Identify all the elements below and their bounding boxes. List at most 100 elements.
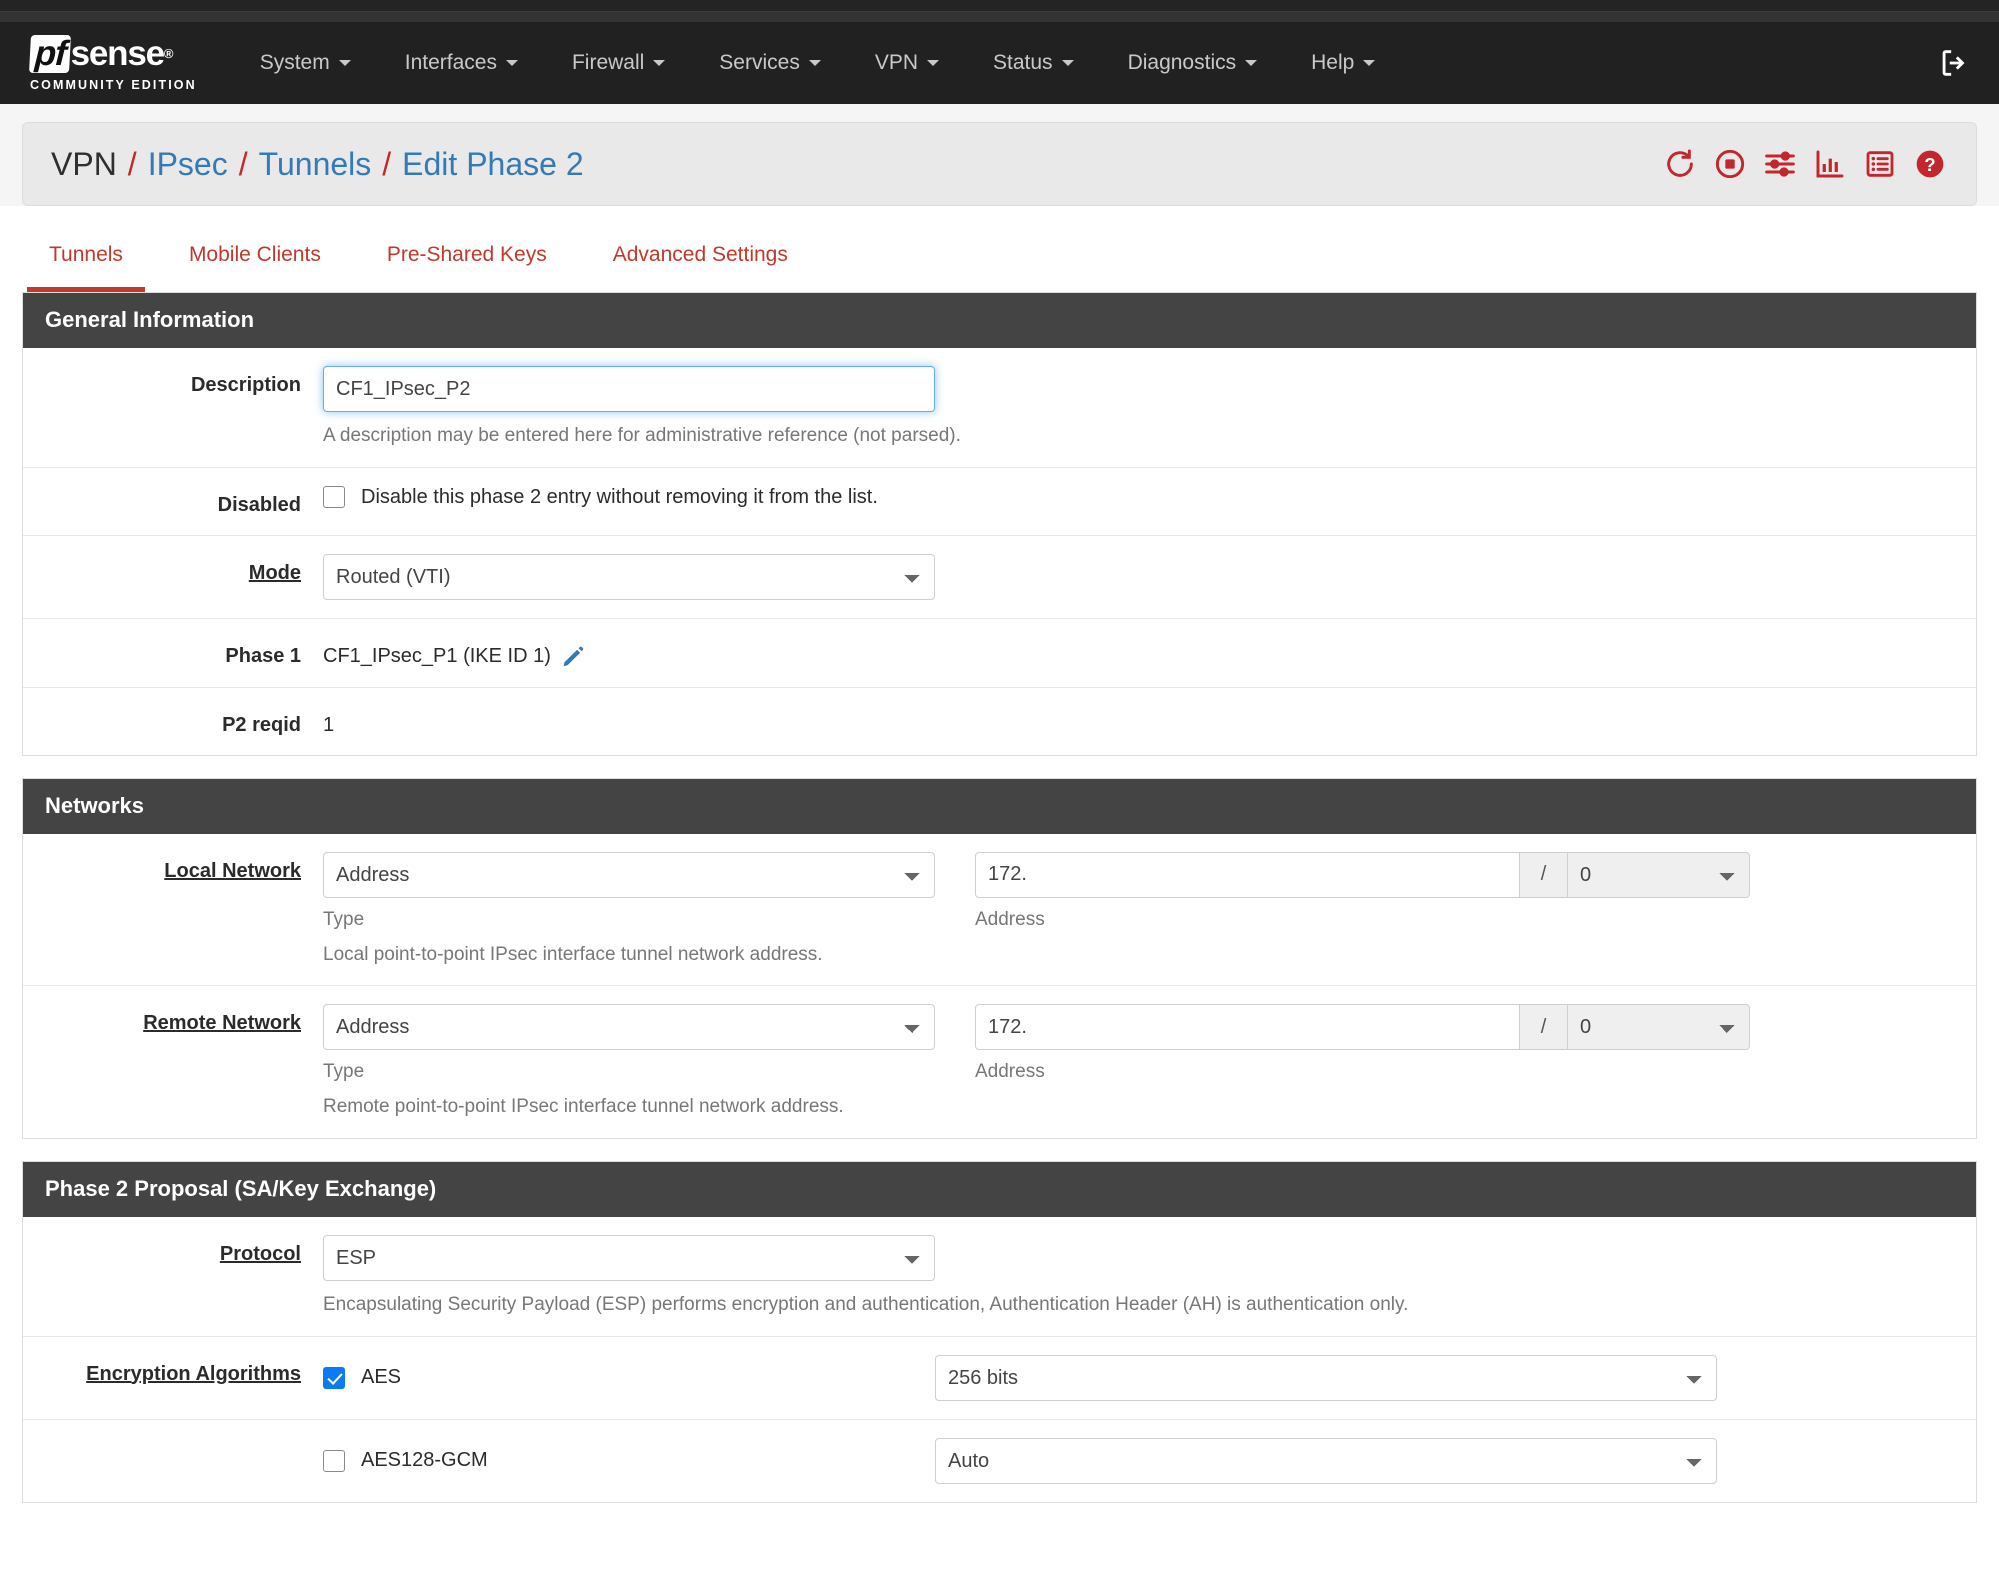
row-p2reqid: P2 reqid 1 [23, 688, 1976, 755]
panel-general-information: General Information Description A descri… [22, 292, 1977, 756]
chevron-down-icon [808, 60, 821, 66]
row-description: Description A description may be entered… [23, 348, 1976, 468]
label-mode[interactable]: Mode [248, 561, 301, 584]
chevron-down-icon [338, 60, 351, 66]
tabs-region: Tunnels Mobile Clients Pre-Shared Keys A… [0, 206, 1999, 292]
mode-select[interactable]: Routed (VTI) [323, 553, 935, 600]
label-local-network[interactable]: Local Network [164, 859, 301, 882]
nav-item-status[interactable]: Status [966, 22, 1101, 104]
nav-item-status-label: Status [993, 51, 1053, 74]
phase1-value: CF1_IPsec_P1 (IKE ID 1) [323, 645, 551, 668]
breadcrumb-panel: VPN / IPsec / Tunnels / Edit Phase 2 [22, 122, 1977, 206]
row-local-network: Local Network Address Type [23, 834, 1976, 987]
breadcrumb-region: VPN / IPsec / Tunnels / Edit Phase 2 [0, 104, 1999, 206]
brand-subtitle: COMMUNITY EDITION [30, 77, 197, 92]
encryption-aes-checkbox[interactable] [323, 1366, 345, 1389]
row-protocol: Protocol ESP Encapsulating Security Payl… [23, 1217, 1976, 1337]
breadcrumb-separator: / [238, 145, 248, 182]
nav-item-system-label: System [259, 51, 330, 74]
breadcrumb-action-icons: ? [1664, 148, 1946, 180]
local-network-type-select[interactable]: Address [323, 851, 935, 898]
breadcrumb-link-ipsec[interactable]: IPsec [147, 145, 228, 182]
breadcrumb-link-edit-phase-2[interactable]: Edit Phase 2 [402, 145, 584, 182]
encryption-aes-label: AES [361, 1366, 402, 1389]
encryption-aes128gcm-keylength-select[interactable]: Auto [935, 1437, 1717, 1484]
nav-item-interfaces[interactable]: Interfaces [378, 22, 545, 104]
browser-chrome-strip [0, 0, 1999, 12]
nav-item-interfaces-label: Interfaces [404, 51, 497, 74]
nav-item-vpn[interactable]: VPN [848, 22, 966, 104]
pfsense-logo[interactable]: pf sense ® COMMUNITY EDITION [29, 34, 197, 92]
edit-pencil-icon[interactable] [561, 645, 585, 669]
label-description: Description [190, 374, 301, 396]
tab-mobile-clients[interactable]: Mobile Clients [188, 243, 321, 266]
nav-item-vpn-label: VPN [874, 51, 919, 74]
nav-item-firewall-label: Firewall [571, 51, 645, 74]
row-encryption-aes128gcm: AES128-GCM Auto [23, 1420, 1976, 1502]
row-disabled: Disabled Disable this phase 2 entry with… [23, 468, 1976, 536]
logout-icon[interactable] [1937, 46, 1971, 80]
sublabel-local-network-address: Address [975, 908, 1045, 930]
description-input[interactable] [323, 366, 935, 412]
nav-item-diagnostics[interactable]: Diagnostics [1101, 22, 1285, 104]
label-remote-network[interactable]: Remote Network [143, 1012, 301, 1035]
encryption-aes128gcm-checkbox[interactable] [323, 1449, 345, 1472]
sublabel-remote-network-type: Type [323, 1061, 365, 1083]
ipsec-tab-bar: Tunnels Mobile Clients Pre-Shared Keys A… [22, 206, 1977, 292]
tab-pre-shared-keys[interactable]: Pre-Shared Keys [386, 243, 547, 266]
nav-item-system[interactable]: System [233, 22, 378, 104]
local-network-mask-select[interactable]: 0 [1568, 851, 1750, 898]
help-remote-network: Remote point-to-point IPsec interface tu… [323, 1096, 844, 1118]
stop-service-icon[interactable] [1714, 148, 1746, 180]
navbar-menu: System Interfaces Firewall Services VPN … [233, 22, 1403, 104]
brand-registered-mark: ® [163, 46, 174, 61]
breadcrumb-separator: / [382, 145, 392, 182]
label-phase1: Phase 1 [225, 644, 301, 667]
p2reqid-value: 1 [323, 713, 335, 736]
chevron-down-icon [1245, 60, 1258, 66]
nav-item-services-label: Services [719, 51, 800, 74]
sublabel-remote-network-address: Address [975, 1061, 1045, 1083]
tab-tunnels[interactable]: Tunnels [27, 243, 145, 292]
chevron-down-icon [1061, 60, 1074, 66]
sublabel-local-network-type: Type [323, 908, 365, 930]
brand-logo-text: pf sense ® [29, 34, 197, 73]
help-icon[interactable]: ? [1914, 148, 1946, 180]
breadcrumb: VPN / IPsec / Tunnels / Edit Phase 2 [51, 146, 584, 183]
label-p2reqid: P2 reqid [222, 713, 301, 736]
disabled-checkbox[interactable] [323, 486, 345, 509]
chevron-down-icon [653, 60, 666, 66]
nav-item-services[interactable]: Services [692, 22, 848, 104]
chevron-down-icon [1363, 60, 1376, 66]
nav-item-firewall[interactable]: Firewall [545, 22, 692, 104]
local-network-address-input[interactable] [975, 851, 1520, 898]
label-protocol[interactable]: Protocol [219, 1242, 301, 1265]
label-disabled: Disabled [217, 493, 301, 516]
label-encryption-algorithms[interactable]: Encryption Algorithms [86, 1362, 301, 1385]
breadcrumb-link-tunnels[interactable]: Tunnels [258, 145, 372, 182]
breadcrumb-root: VPN [51, 145, 117, 182]
panel-networks: Networks Local Network Address Type [22, 777, 1977, 1139]
local-network-slash-separator: / [1520, 851, 1568, 898]
help-description: A description may be entered here for ad… [323, 425, 961, 446]
row-phase1: Phase 1 CF1_IPsec_P1 (IKE ID 1) [23, 619, 1976, 688]
log-list-icon[interactable] [1864, 148, 1896, 180]
row-mode: Mode Routed (VTI) [23, 536, 1976, 619]
help-local-network: Local point-to-point IPsec interface tun… [323, 943, 823, 965]
tab-advanced-settings[interactable]: Advanced Settings [612, 243, 788, 266]
nav-item-help-label: Help [1311, 51, 1355, 74]
brand-sense-text: sense [70, 34, 165, 73]
encryption-aes128gcm-label: AES128-GCM [361, 1449, 488, 1472]
nav-item-help[interactable]: Help [1284, 22, 1402, 104]
protocol-select[interactable]: ESP [323, 1234, 935, 1281]
status-chart-icon[interactable] [1814, 148, 1846, 180]
restart-service-icon[interactable] [1664, 148, 1696, 180]
remote-network-type-select[interactable]: Address [323, 1004, 935, 1051]
encryption-aes-keylength-select[interactable]: 256 bits [935, 1354, 1717, 1401]
remote-network-slash-separator: / [1520, 1004, 1568, 1051]
sliders-icon[interactable] [1764, 148, 1796, 180]
remote-network-address-input[interactable] [975, 1004, 1520, 1051]
remote-network-mask-select[interactable]: 0 [1568, 1004, 1750, 1051]
panel-title-phase2-proposal: Phase 2 Proposal (SA/Key Exchange) [23, 1161, 1976, 1217]
